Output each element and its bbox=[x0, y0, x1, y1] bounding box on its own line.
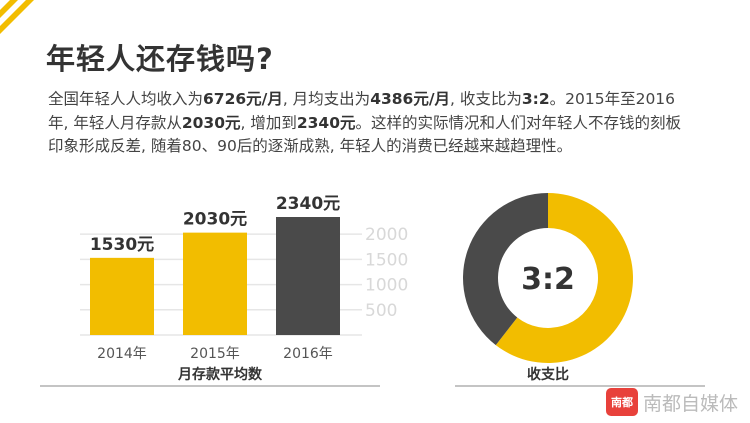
donut-chart-title: 收支比 bbox=[527, 366, 569, 383]
bar bbox=[90, 257, 154, 335]
data-label: 2340元 bbox=[276, 194, 340, 214]
x-tick-label: 2014年 bbox=[97, 346, 147, 362]
data-label: 2030元 bbox=[183, 210, 247, 230]
corner-stripes-decoration bbox=[0, 0, 34, 34]
logo-text: 南都自媒体 bbox=[643, 392, 739, 415]
y-tick-label: 500 bbox=[365, 301, 397, 321]
donut-slice bbox=[462, 193, 548, 346]
intro-paragraph: 全国年轻人人均收入为6726元/月, 月均支出为4386元/月, 收支比为3:2… bbox=[48, 90, 682, 155]
x-tick-label: 2015年 bbox=[190, 346, 240, 362]
bar bbox=[183, 232, 247, 335]
x-tick-label: 2016年 bbox=[283, 346, 333, 362]
logo: 南都 南都自媒体 bbox=[606, 388, 738, 416]
y-tick-label: 2000 bbox=[365, 225, 408, 245]
donut-center-label: 3:2 bbox=[521, 262, 575, 297]
y-tick-label: 1500 bbox=[365, 250, 408, 270]
bar-chart-title: 月存款平均数 bbox=[177, 366, 263, 383]
donut-slice bbox=[495, 193, 633, 363]
bar bbox=[276, 217, 340, 335]
page-title: 年轻人还存钱吗? bbox=[46, 42, 274, 76]
y-tick-label: 1000 bbox=[365, 276, 408, 296]
logo-badge: 南都 bbox=[606, 388, 638, 416]
data-label: 1530元 bbox=[90, 235, 154, 255]
